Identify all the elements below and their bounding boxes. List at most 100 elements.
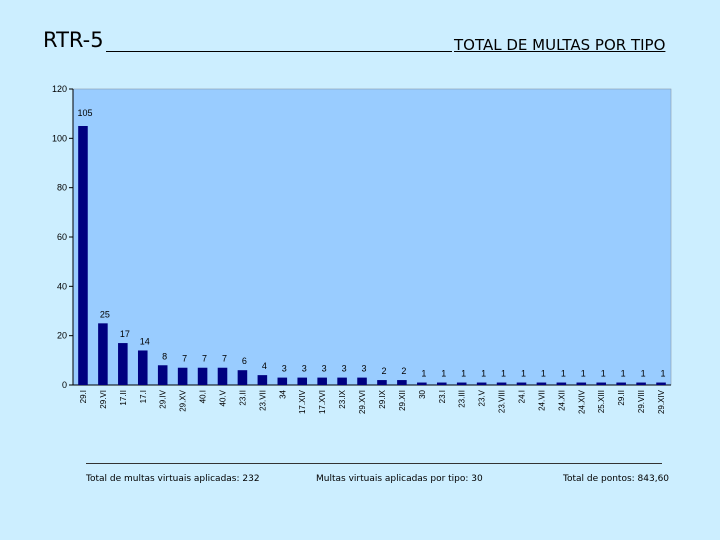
category-label: 17.XIV: [298, 389, 307, 414]
bar: [98, 323, 108, 385]
data-label: 14: [140, 336, 150, 346]
category-label: 23.V: [478, 389, 487, 406]
category-label: 17.XVI: [318, 390, 327, 414]
data-label: 1: [661, 369, 666, 379]
data-label: 1: [561, 369, 566, 379]
data-label: 2: [381, 366, 386, 376]
data-label: 1: [601, 369, 606, 379]
category-label: 17.II: [119, 390, 128, 406]
category-label: 24.XIV: [577, 389, 586, 414]
footer-total-pontos: Total de pontos: 843,60: [563, 474, 670, 484]
data-label: 17: [120, 329, 130, 339]
data-label: 7: [222, 354, 227, 364]
chart-title: TOTAL DE MULTAS POR TIPO: [454, 36, 666, 54]
category-label: 29.XVI: [358, 390, 367, 414]
category-label: 23.IX: [338, 389, 347, 408]
category-label: 24.I: [518, 390, 527, 403]
category-label: 23.II: [238, 390, 247, 406]
data-label: 1: [521, 369, 526, 379]
bar: [616, 382, 626, 385]
bar: [137, 350, 148, 385]
category-label: 17.I: [139, 390, 148, 403]
category-label: 29.VIII: [637, 390, 646, 413]
category-label: 23.VII: [258, 390, 267, 411]
category-label: 25.XIII: [597, 390, 606, 413]
bar: [78, 126, 88, 385]
data-label: 7: [202, 354, 207, 364]
bar: [556, 382, 567, 385]
bar: [377, 380, 387, 385]
bar: [596, 382, 607, 385]
bar: [197, 367, 208, 385]
data-label: 1: [641, 369, 646, 379]
category-label: 29.XV: [179, 389, 188, 411]
y-tick-label: 20: [57, 331, 67, 341]
y-tick-label: 120: [52, 84, 67, 94]
bar: [417, 382, 427, 385]
data-label: 2: [401, 366, 406, 376]
data-label: 3: [362, 364, 367, 374]
bar: [177, 367, 188, 385]
bar: [317, 377, 327, 385]
bar: [476, 382, 487, 385]
bar: [217, 367, 228, 385]
data-label: 3: [302, 364, 307, 374]
category-label: 29.II: [617, 390, 626, 406]
bar: [536, 382, 547, 385]
data-label: 3: [322, 364, 327, 374]
bar: [636, 382, 646, 385]
data-label: 1: [621, 369, 626, 379]
footer-multas-por-tipo: Multas virtuais aplicadas por tipo: 30: [316, 474, 483, 484]
data-label: 3: [342, 364, 347, 374]
y-tick-label: 80: [57, 183, 67, 193]
y-tick-label: 40: [57, 281, 67, 291]
title-underline: [106, 51, 452, 52]
data-label: 8: [162, 351, 167, 361]
data-label: 1: [541, 369, 546, 379]
data-label: 1: [581, 369, 586, 379]
bar: [436, 382, 447, 385]
category-label: 29.IV: [159, 389, 168, 408]
bar-chart: 02040608010012010529.I2529.VI1717.II1417…: [52, 84, 672, 414]
category-label: 34: [278, 389, 287, 398]
bar: [456, 382, 467, 385]
data-label: 1: [421, 369, 426, 379]
bar: [157, 365, 168, 385]
data-label: 7: [182, 354, 187, 364]
plot-area: [72, 88, 672, 386]
bar: [118, 343, 128, 385]
category-label: 40.I: [199, 390, 208, 403]
category-label: 29.XIV: [657, 389, 666, 414]
y-tick-label: 0: [62, 380, 67, 390]
bar: [257, 375, 268, 385]
data-label: 1: [461, 369, 466, 379]
bar: [656, 382, 666, 385]
category-label: 23.III: [458, 390, 467, 408]
category-label: 23.VIII: [498, 390, 507, 413]
y-tick-label: 60: [57, 232, 67, 242]
category-label: 29.IX: [378, 389, 387, 408]
category-label: 24.XII: [557, 390, 566, 411]
data-label: 4: [262, 361, 267, 371]
category-label: 30: [418, 389, 427, 398]
data-label: 1: [501, 369, 506, 379]
bar: [237, 370, 248, 385]
bar: [297, 377, 308, 385]
bar: [277, 377, 288, 385]
data-label: 1: [481, 369, 486, 379]
y-tick-label: 100: [52, 133, 67, 143]
slide-code: RTR-5: [43, 28, 104, 52]
data-label: 25: [100, 309, 110, 319]
bar: [397, 380, 407, 385]
data-label: 6: [242, 356, 247, 366]
category-label: 29.XII: [398, 390, 407, 411]
data-label: 105: [77, 108, 92, 118]
category-label: 29.I: [79, 390, 88, 403]
category-label: 29.VI: [99, 390, 108, 409]
category-label: 23.I: [438, 390, 447, 403]
category-label: 40.V: [219, 389, 228, 406]
bar: [576, 382, 587, 385]
bar: [357, 377, 367, 385]
category-label: 24.VII: [537, 390, 546, 411]
data-label: 1: [441, 369, 446, 379]
